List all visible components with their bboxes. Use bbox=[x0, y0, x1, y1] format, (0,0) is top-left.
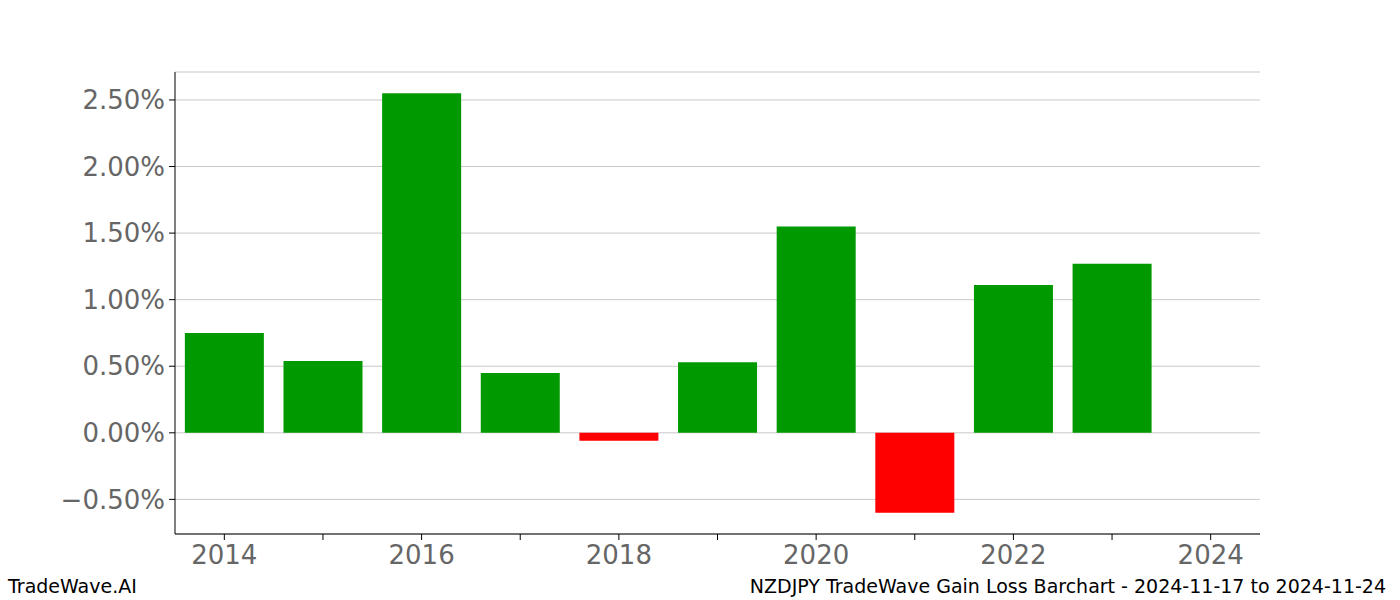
svg-text:0.00%: 0.00% bbox=[82, 418, 165, 448]
svg-text:2.00%: 2.00% bbox=[82, 152, 165, 182]
svg-text:2024: 2024 bbox=[1178, 540, 1244, 570]
svg-text:−0.50%: −0.50% bbox=[61, 485, 165, 515]
svg-text:2020: 2020 bbox=[783, 540, 849, 570]
svg-text:2014: 2014 bbox=[191, 540, 257, 570]
svg-text:1.00%: 1.00% bbox=[82, 285, 165, 315]
html-text:TradeWave.AI: TradeWave.AI bbox=[8, 575, 137, 597]
svg-text:2022: 2022 bbox=[980, 540, 1046, 570]
svg-text:1.50%: 1.50% bbox=[82, 218, 165, 248]
svg-text:2018: 2018 bbox=[586, 540, 652, 570]
html-text:NZDJPY TradeWave Gain Loss Bar: NZDJPY TradeWave Gain Loss Barchart - 20… bbox=[749, 575, 1386, 597]
svg-text:2.50%: 2.50% bbox=[82, 85, 165, 115]
svg-text:0.50%: 0.50% bbox=[82, 351, 165, 381]
svg-text:2016: 2016 bbox=[389, 540, 455, 570]
